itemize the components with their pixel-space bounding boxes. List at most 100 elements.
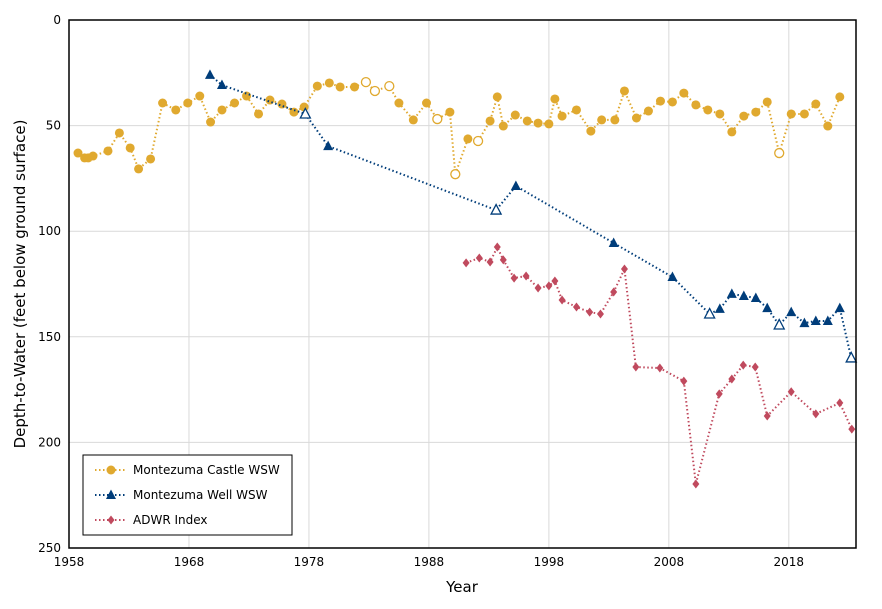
data-point — [195, 91, 205, 101]
data-point — [643, 106, 653, 116]
data-point — [835, 92, 845, 102]
data-point — [499, 255, 507, 265]
data-point — [773, 318, 786, 330]
data-point — [289, 107, 299, 117]
data-point — [510, 180, 521, 191]
data-point — [655, 96, 665, 106]
data-point — [714, 303, 725, 313]
data-point — [739, 360, 747, 370]
data-point — [522, 271, 530, 281]
data-point — [510, 273, 518, 283]
data-point — [751, 362, 759, 372]
data-point — [216, 79, 227, 90]
y-tick-label: 250 — [38, 541, 61, 555]
data-point — [463, 134, 473, 144]
legend-marker — [107, 515, 115, 525]
data-point — [586, 307, 594, 317]
data-point — [265, 95, 275, 105]
data-point — [551, 276, 559, 286]
data-point — [445, 107, 455, 117]
data-point — [204, 69, 215, 79]
data-point — [572, 302, 580, 312]
tick-labels: 1958 1968 1978 1988 1998 2008 2018 0 50 100 150 200… — [38, 13, 804, 569]
x-tick-label: 2008 — [654, 555, 685, 569]
data-point — [679, 88, 689, 98]
data-point — [619, 86, 629, 96]
data-point — [498, 121, 508, 131]
data-point — [324, 78, 334, 88]
data-point — [206, 117, 216, 127]
data-point — [522, 116, 532, 126]
y-tick-label: 200 — [38, 435, 61, 449]
data-point — [597, 115, 607, 125]
data-point — [558, 295, 566, 305]
data-point — [728, 374, 736, 384]
series-line — [77, 80, 841, 175]
series-0 — [73, 76, 845, 180]
series-line — [209, 74, 853, 359]
data-point — [394, 98, 404, 108]
data-point — [836, 398, 844, 408]
data-point — [571, 105, 581, 115]
data-point — [475, 253, 483, 263]
data-point — [586, 126, 596, 136]
plot-frame — [68, 19, 857, 549]
data-point — [823, 121, 833, 131]
data-point — [485, 116, 495, 126]
data-point — [738, 290, 749, 301]
data-point — [608, 237, 619, 248]
data-point — [680, 376, 688, 386]
data-point — [171, 105, 181, 115]
data-point — [727, 127, 737, 137]
data-point — [114, 128, 124, 138]
data-point — [510, 110, 520, 120]
data-point — [254, 109, 264, 119]
data-point — [472, 135, 484, 147]
data-point — [656, 363, 664, 373]
data-point — [134, 164, 144, 174]
data-point — [230, 98, 240, 108]
data-point — [762, 97, 772, 107]
data-point — [715, 109, 725, 119]
data-point — [462, 258, 470, 268]
data-point — [845, 351, 858, 363]
data-point — [786, 109, 796, 119]
data-point — [787, 387, 795, 397]
data-point — [533, 118, 543, 128]
data-point — [703, 307, 716, 319]
legend-label: Montezuma Well WSW — [133, 488, 268, 502]
y-tick-label: 0 — [53, 13, 61, 27]
x-tick-label: 1968 — [174, 555, 205, 569]
x-tick-label: 2018 — [774, 555, 805, 569]
data-point — [492, 92, 502, 102]
data-point — [596, 309, 604, 319]
data-point — [146, 154, 156, 164]
series-1 — [204, 69, 858, 363]
data-point — [323, 140, 334, 151]
series-2 — [462, 242, 856, 489]
y-axis-label: Depth-to-Water (feet below ground surfac… — [11, 120, 29, 449]
data-point — [312, 81, 322, 91]
x-tick-label: 1998 — [534, 555, 565, 569]
data-point — [812, 409, 820, 419]
data-point — [545, 281, 553, 291]
data-point — [408, 115, 418, 125]
data-point — [335, 82, 345, 92]
legend-marker — [106, 489, 116, 499]
data-point — [848, 424, 856, 434]
data-point — [490, 203, 503, 215]
data-point — [277, 99, 287, 109]
legend: Montezuma Castle WSW Montezuma Well WSW AD… — [82, 454, 293, 536]
data-point — [774, 147, 785, 159]
data-point — [557, 111, 567, 121]
data-point — [715, 389, 723, 399]
y-tick-label: 100 — [38, 224, 61, 238]
data-point — [667, 97, 677, 107]
data-point — [486, 257, 494, 267]
legend-label: Montezuma Castle WSW — [133, 463, 280, 477]
x-tick-label: 1958 — [54, 555, 85, 569]
data-point — [432, 113, 443, 125]
data-point — [610, 287, 618, 297]
data-point — [103, 146, 113, 156]
data-point — [360, 76, 372, 88]
